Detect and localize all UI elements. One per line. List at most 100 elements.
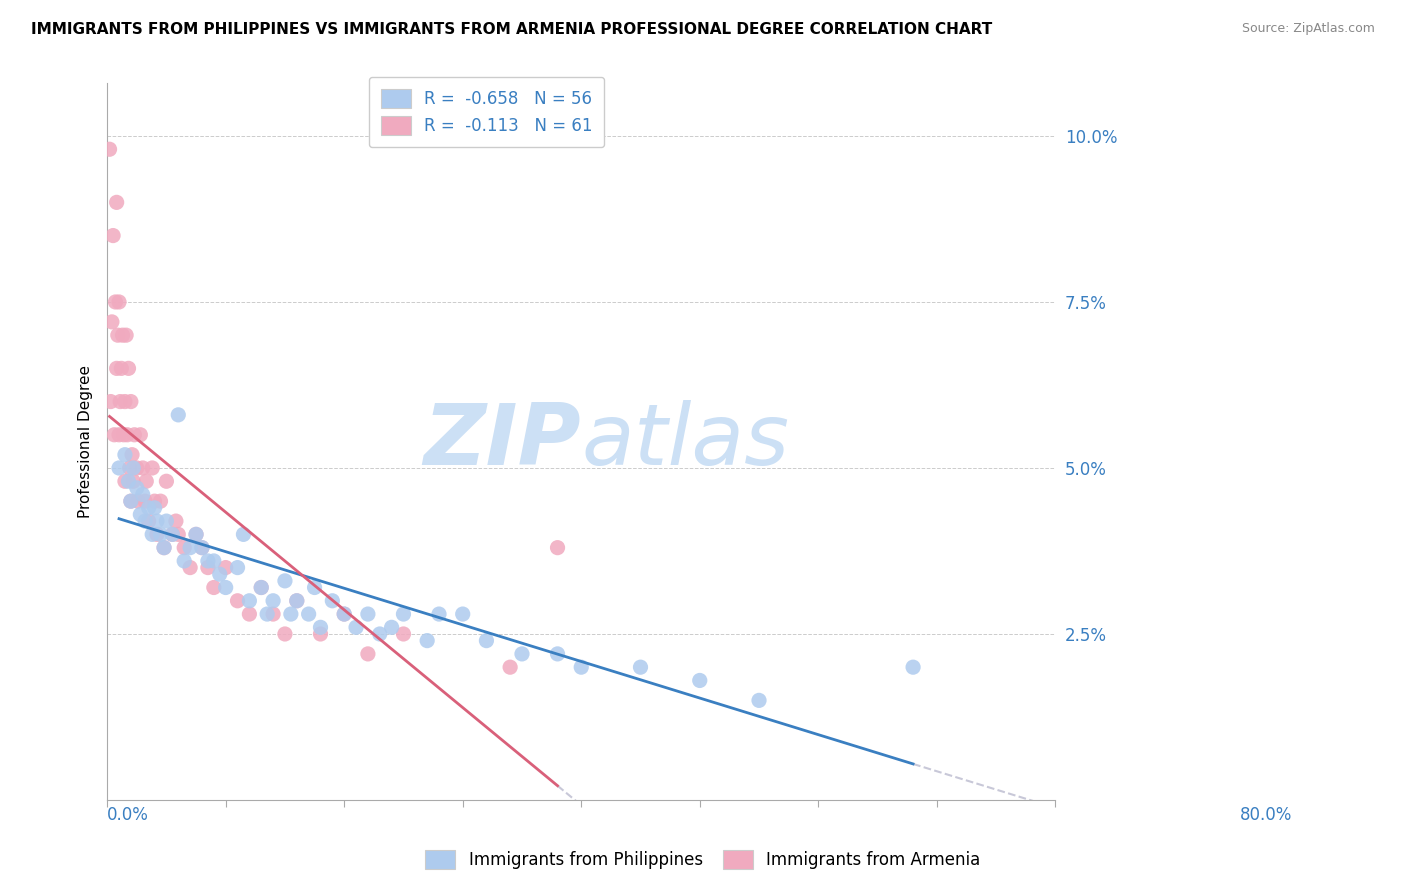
Point [179, 541, 201, 555]
Point [167, 408, 190, 422]
Point [135, 475, 157, 489]
Point [333, 607, 356, 621]
Text: 0.0%: 0.0% [107, 805, 149, 823]
Point [118, 461, 141, 475]
Point [262, 594, 284, 608]
Point [173, 554, 195, 568]
Legend: Immigrants from Philippines, Immigrants from Armenia: Immigrants from Philippines, Immigrants … [416, 840, 990, 880]
Point [238, 594, 260, 608]
Point [197, 560, 219, 574]
Point [114, 394, 136, 409]
Point [143, 500, 166, 515]
Point [357, 647, 380, 661]
Point [132, 461, 155, 475]
Point [141, 461, 163, 475]
Point [304, 581, 326, 595]
Point [108, 461, 131, 475]
Point [101, 228, 124, 243]
Point [184, 527, 207, 541]
Point [108, 427, 131, 442]
Point [146, 514, 169, 528]
Point [114, 448, 136, 462]
Y-axis label: Professional Degree: Professional Degree [79, 365, 93, 518]
Point [122, 475, 145, 489]
Point [98, 142, 121, 156]
Point [547, 541, 569, 555]
Point [748, 693, 770, 707]
Point [124, 427, 146, 442]
Point [901, 660, 924, 674]
Point [143, 494, 166, 508]
Point [149, 494, 172, 508]
Text: IMMIGRANTS FROM PHILIPPINES VS IMMIGRANTS FROM ARMENIA PROFESSIONAL DEGREE CORRE: IMMIGRANTS FROM PHILIPPINES VS IMMIGRANT… [31, 22, 993, 37]
Point [100, 394, 122, 409]
Point [141, 527, 163, 541]
Point [153, 541, 176, 555]
Point [112, 427, 135, 442]
Point [138, 514, 160, 528]
Point [569, 660, 592, 674]
Point [149, 527, 172, 541]
Point [191, 541, 214, 555]
Point [184, 527, 207, 541]
Point [392, 607, 415, 621]
Point [232, 527, 254, 541]
Point [110, 361, 132, 376]
Point [129, 508, 152, 522]
Point [381, 620, 404, 634]
Point [499, 660, 522, 674]
Point [134, 494, 156, 508]
Point [162, 527, 184, 541]
Point [155, 514, 177, 528]
Point [114, 475, 136, 489]
Text: Source: ZipAtlas.com: Source: ZipAtlas.com [1241, 22, 1375, 36]
Point [309, 620, 332, 634]
Point [274, 574, 297, 588]
Point [321, 594, 343, 608]
Point [162, 527, 184, 541]
Point [173, 541, 195, 555]
Point [689, 673, 711, 688]
Point [451, 607, 474, 621]
Point [117, 475, 139, 489]
Point [256, 607, 278, 621]
Point [121, 448, 143, 462]
Point [191, 541, 214, 555]
Point [427, 607, 450, 621]
Point [202, 554, 225, 568]
Point [111, 328, 134, 343]
Legend: R =  -0.658   N = 56, R =  -0.113   N = 61: R = -0.658 N = 56, R = -0.113 N = 61 [368, 77, 605, 147]
Point [309, 627, 332, 641]
Point [105, 195, 128, 210]
Point [134, 514, 156, 528]
Point [208, 567, 231, 582]
Point [226, 594, 249, 608]
Point [475, 633, 498, 648]
Point [630, 660, 652, 674]
Text: ZIP: ZIP [423, 400, 581, 483]
Point [202, 581, 225, 595]
Point [238, 607, 260, 621]
Point [125, 481, 148, 495]
Point [129, 427, 152, 442]
Point [120, 394, 142, 409]
Point [105, 361, 128, 376]
Point [547, 647, 569, 661]
Point [392, 627, 415, 641]
Point [333, 607, 356, 621]
Point [179, 560, 201, 574]
Point [262, 607, 284, 621]
Point [357, 607, 380, 621]
Point [108, 394, 131, 409]
Point [298, 607, 321, 621]
Point [510, 647, 533, 661]
Point [226, 560, 249, 574]
Point [108, 295, 131, 310]
Point [146, 527, 169, 541]
Point [120, 494, 142, 508]
Point [117, 361, 139, 376]
Point [120, 494, 142, 508]
Point [250, 581, 273, 595]
Point [153, 541, 176, 555]
Point [344, 620, 367, 634]
